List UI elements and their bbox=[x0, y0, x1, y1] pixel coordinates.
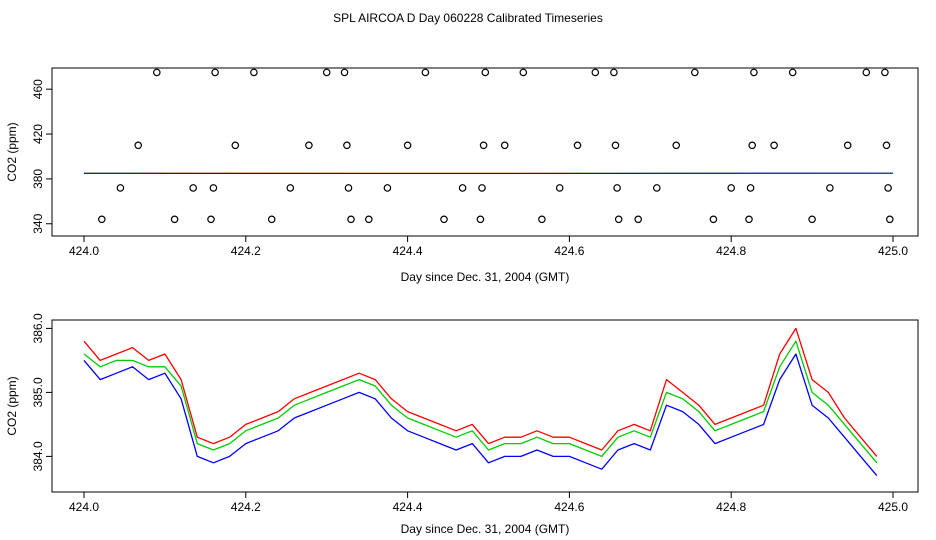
bottom-series-line-green bbox=[83, 340, 878, 464]
x-tick-label: 424.4 bbox=[393, 500, 423, 514]
top-data-point bbox=[862, 68, 871, 77]
top-data-point bbox=[343, 141, 351, 150]
x-tick-label: 424.2 bbox=[231, 244, 261, 258]
x-tick-label: 424.6 bbox=[554, 500, 584, 514]
x-tick-label: 424.2 bbox=[231, 500, 261, 514]
top-y-axis-label: CO2 (ppm) bbox=[5, 122, 19, 181]
y-tick-label: 384.0 bbox=[31, 441, 45, 471]
top-x-axis: 424.0 424.2 424.4 424.6 424.8 425.0 bbox=[69, 235, 908, 258]
y-tick-label: 460 bbox=[31, 79, 45, 99]
top-data-point bbox=[211, 68, 219, 77]
top-data-point bbox=[882, 141, 891, 150]
top-data-point bbox=[690, 68, 699, 77]
y-tick-label: 385.0 bbox=[31, 377, 45, 407]
top-data-point bbox=[170, 215, 179, 224]
top-data-point bbox=[116, 184, 125, 192]
top-data-point bbox=[440, 215, 448, 224]
top-plot-frame bbox=[51, 67, 919, 237]
top-data-point bbox=[383, 184, 392, 192]
top-data-point bbox=[748, 141, 757, 150]
top-data-point bbox=[672, 141, 681, 150]
x-tick-label: 424.0 bbox=[69, 244, 99, 258]
top-data-point bbox=[788, 68, 797, 77]
y-tick-label: 386.0 bbox=[31, 313, 45, 343]
top-data-point bbox=[267, 215, 276, 224]
top-data-point bbox=[344, 184, 353, 192]
top-data-point bbox=[364, 215, 373, 224]
chart-title: SPL AIRCOA D Day 060228 Calibrated Times… bbox=[333, 11, 603, 25]
top-data-point bbox=[458, 184, 467, 192]
top-data-point bbox=[808, 215, 816, 224]
top-data-point bbox=[207, 215, 215, 224]
x-tick-label: 424.4 bbox=[393, 244, 423, 258]
top-data-point bbox=[652, 184, 661, 192]
bottom-y-axis-label: CO2 (ppm) bbox=[5, 376, 19, 435]
y-tick-label: 340 bbox=[31, 213, 45, 233]
top-data-point bbox=[209, 184, 218, 192]
bottom-panel: 424.0 424.2 424.4 424.6 424.8 425.0 384.0 385.… bbox=[5, 313, 919, 536]
top-series-group bbox=[83, 172, 894, 175]
top-data-point bbox=[347, 215, 355, 224]
top-data-point bbox=[134, 141, 143, 150]
bottom-x-axis-label: Day since Dec. 31, 2004 (GMT) bbox=[401, 522, 570, 536]
top-data-point bbox=[881, 68, 889, 77]
top-data-point bbox=[885, 215, 894, 224]
top-data-point bbox=[322, 68, 331, 77]
top-data-point bbox=[634, 215, 643, 224]
top-data-point bbox=[250, 68, 258, 77]
bottom-y-axis: 384.0 385.0 386.0 bbox=[31, 313, 53, 471]
top-data-point bbox=[826, 184, 834, 192]
top-data-point bbox=[481, 68, 490, 77]
top-data-point bbox=[555, 184, 564, 192]
top-data-point bbox=[500, 141, 509, 150]
bottom-series-line-red bbox=[83, 327, 878, 457]
top-data-point bbox=[231, 141, 240, 150]
top-data-point bbox=[750, 68, 758, 77]
top-data-point bbox=[613, 184, 621, 192]
top-data-point bbox=[478, 184, 486, 192]
x-tick-label: 425.0 bbox=[878, 500, 908, 514]
top-data-point bbox=[479, 141, 488, 150]
top-data-point bbox=[98, 215, 106, 224]
top-data-point bbox=[573, 141, 582, 150]
top-y-axis: 340 380 420 460 bbox=[31, 79, 53, 234]
x-tick-label: 424.6 bbox=[554, 244, 584, 258]
top-data-point bbox=[286, 184, 295, 192]
top-data-point bbox=[610, 68, 618, 77]
top-data-point bbox=[843, 141, 852, 150]
top-panel: 424.0 424.2 424.4 424.6 424.8 425.0 340 380 420… bbox=[5, 67, 919, 284]
top-points-group bbox=[98, 68, 894, 224]
top-data-point bbox=[519, 68, 528, 77]
top-data-point bbox=[153, 68, 161, 77]
bottom-series-line-blue bbox=[83, 353, 878, 477]
top-data-point bbox=[591, 68, 600, 77]
top-data-point bbox=[884, 184, 892, 192]
top-data-point bbox=[611, 141, 620, 150]
top-data-point bbox=[746, 184, 755, 192]
y-tick-label: 380 bbox=[31, 169, 45, 189]
top-data-point bbox=[614, 215, 623, 224]
top-data-point bbox=[421, 68, 430, 77]
bottom-series-group bbox=[83, 327, 878, 477]
top-data-point bbox=[770, 141, 778, 150]
top-x-axis-label: Day since Dec. 31, 2004 (GMT) bbox=[401, 270, 570, 284]
bottom-plot-frame bbox=[51, 319, 919, 493]
top-data-point bbox=[403, 141, 412, 150]
top-data-point bbox=[340, 68, 349, 77]
bottom-x-axis: 424.0 424.2 424.4 424.6 424.8 425.0 bbox=[69, 491, 908, 514]
x-tick-label: 424.8 bbox=[716, 244, 746, 258]
top-data-point bbox=[745, 215, 753, 224]
y-tick-label: 420 bbox=[31, 124, 45, 144]
top-data-point bbox=[305, 141, 313, 150]
x-tick-label: 425.0 bbox=[878, 244, 908, 258]
top-data-point bbox=[189, 184, 198, 192]
top-data-point bbox=[709, 215, 718, 224]
x-tick-label: 424.0 bbox=[69, 500, 99, 514]
top-data-point bbox=[538, 215, 546, 224]
top-data-point bbox=[727, 184, 736, 192]
x-tick-label: 424.8 bbox=[716, 500, 746, 514]
top-data-point bbox=[476, 215, 485, 224]
